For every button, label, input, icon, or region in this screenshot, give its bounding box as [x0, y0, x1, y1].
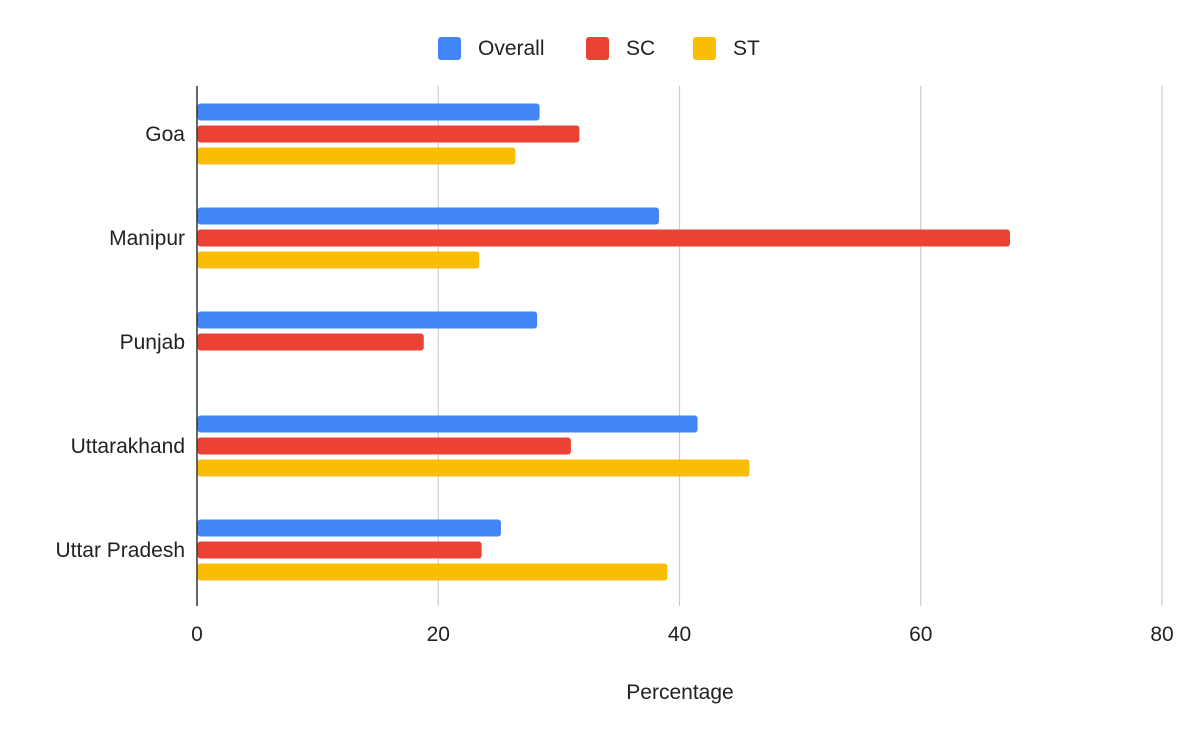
x-tick-label: 20 [427, 623, 450, 646]
x-tick-label: 80 [1150, 623, 1173, 646]
bar-overall-manipur [197, 207, 659, 225]
bar-overall-punjab [197, 311, 538, 329]
bar-sc-punjab [197, 333, 424, 351]
bar-st-goa [197, 147, 516, 165]
category-label: Uttarakhand [71, 435, 185, 458]
category-label: Goa [145, 123, 185, 146]
category-label: Punjab [120, 331, 185, 354]
bar-sc-manipur [197, 229, 1011, 247]
bar-overall-uttarakhand [197, 415, 698, 433]
bar-st-uttar-pradesh [197, 563, 668, 581]
legend-label-overall: Overall [478, 37, 545, 60]
y-axis-categories: Goa Manipur Punjab Uttarakhand Uttar Pradesh [55, 123, 185, 562]
bar-overall-uttar-pradesh [197, 519, 501, 537]
legend-label-sc: SC [626, 37, 655, 60]
bars [197, 103, 1011, 581]
bar-overall-goa [197, 103, 540, 121]
bar-sc-uttar-pradesh [197, 541, 482, 559]
x-axis-ticks: 0 20 40 60 80 [191, 623, 1174, 646]
bar-st-manipur [197, 251, 480, 269]
legend: Overall SC ST [438, 37, 760, 60]
legend-label-st: ST [733, 37, 760, 60]
bar-sc-goa [197, 125, 580, 143]
x-tick-label: 0 [191, 623, 203, 646]
x-tick-label: 60 [909, 623, 932, 646]
legend-swatch-st [693, 37, 716, 60]
bar-st-uttarakhand [197, 459, 750, 477]
x-axis-title: Percentage [626, 681, 733, 704]
category-label: Manipur [109, 227, 185, 250]
legend-swatch-overall [438, 37, 461, 60]
x-tick-label: 40 [668, 623, 691, 646]
legend-swatch-sc [586, 37, 609, 60]
bar-sc-uttarakhand [197, 437, 571, 455]
gridlines [437, 86, 1163, 606]
category-label: Uttar Pradesh [55, 539, 185, 562]
